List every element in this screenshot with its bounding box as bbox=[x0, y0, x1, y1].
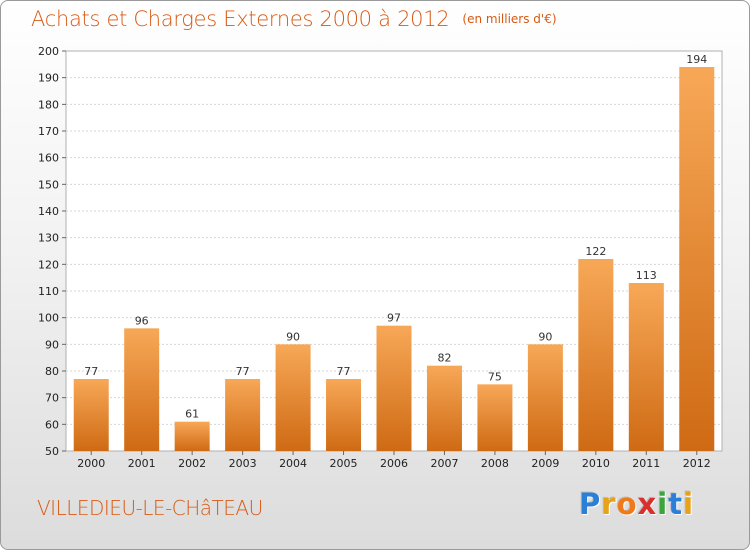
x-tick-label: 2009 bbox=[531, 457, 559, 470]
y-tick-label: 160 bbox=[38, 152, 59, 165]
x-tick-label: 2004 bbox=[279, 457, 307, 470]
logo-letter: i bbox=[683, 487, 695, 521]
x-tick-label: 2000 bbox=[77, 457, 105, 470]
bar-2011 bbox=[628, 283, 664, 451]
y-tick-label: 140 bbox=[38, 205, 59, 218]
town-name: VILLEDIEU-LE-CHâTEAU bbox=[37, 496, 263, 520]
y-axis: 50 60 70 80 90 100 110 120 130 140 150 160 170 180 190… bbox=[38, 45, 66, 458]
bar-2005 bbox=[326, 379, 362, 451]
x-tick-label: 2011 bbox=[632, 457, 660, 470]
bar-value-label: 77 bbox=[236, 365, 250, 378]
bar-2004 bbox=[275, 344, 311, 451]
y-tick-label: 80 bbox=[45, 365, 59, 378]
proxiti-logo: Proxiti bbox=[579, 487, 694, 521]
logo-letter: i bbox=[657, 487, 669, 521]
bar-value-label: 61 bbox=[185, 408, 199, 421]
logo-letter: x bbox=[637, 487, 658, 521]
bar-2008 bbox=[477, 384, 513, 451]
bar-value-label: 75 bbox=[488, 370, 502, 383]
bar-2007 bbox=[426, 365, 462, 451]
y-tick-label: 70 bbox=[45, 392, 59, 405]
bar-2001 bbox=[124, 328, 160, 451]
bar-2010 bbox=[578, 259, 614, 451]
y-tick-label: 110 bbox=[38, 285, 59, 298]
bar-2009 bbox=[527, 344, 563, 451]
title-row: Achats et Charges Externes 2000 à 2012 (… bbox=[31, 7, 557, 31]
bar-2006 bbox=[376, 325, 412, 451]
x-tick-label: 2006 bbox=[380, 457, 408, 470]
bar-2002 bbox=[174, 421, 210, 451]
bar-2012 bbox=[679, 67, 715, 451]
y-tick-label: 190 bbox=[38, 72, 59, 85]
y-tick-label: 100 bbox=[38, 312, 59, 325]
y-tick-label: 180 bbox=[38, 98, 59, 111]
bar-value-label: 90 bbox=[286, 330, 300, 343]
x-tick-label: 2005 bbox=[330, 457, 358, 470]
bar-value-label: 82 bbox=[437, 352, 451, 365]
x-tick-label: 2001 bbox=[128, 457, 156, 470]
bar-value-label: 113 bbox=[636, 269, 657, 282]
x-axis: 2000 2001 2002 2003 2004 2005 2006 2007 2008 2009… bbox=[77, 451, 711, 470]
y-tick-label: 150 bbox=[38, 178, 59, 191]
logo-letter: o bbox=[616, 487, 638, 521]
bar-value-label: 194 bbox=[686, 53, 707, 66]
x-tick-label: 2002 bbox=[178, 457, 206, 470]
bars: 77 96 61 77 90 77 97 82 75 90 122 113 194 bbox=[73, 53, 715, 451]
chart-subtitle: (en milliers d'€) bbox=[462, 12, 557, 26]
bar-value-label: 96 bbox=[135, 314, 149, 327]
y-tick-label: 170 bbox=[38, 125, 59, 138]
bar-value-label: 77 bbox=[84, 365, 98, 378]
chart-title: Achats et Charges Externes 2000 à 2012 bbox=[31, 7, 450, 31]
bar-value-label: 77 bbox=[337, 365, 351, 378]
y-tick-label: 120 bbox=[38, 258, 59, 271]
y-tick-label: 90 bbox=[45, 338, 59, 351]
logo-letter: r bbox=[601, 487, 617, 521]
bar-value-label: 90 bbox=[538, 330, 552, 343]
logo-letter: P bbox=[579, 487, 602, 521]
y-tick-label: 200 bbox=[38, 45, 59, 58]
x-tick-label: 2012 bbox=[683, 457, 711, 470]
bar-value-label: 122 bbox=[585, 245, 606, 258]
x-tick-label: 2007 bbox=[430, 457, 458, 470]
bar-2000 bbox=[73, 379, 109, 451]
y-tick-label: 50 bbox=[45, 445, 59, 458]
x-tick-label: 2008 bbox=[481, 457, 509, 470]
logo-letter: t bbox=[668, 487, 684, 521]
y-tick-label: 130 bbox=[38, 232, 59, 245]
bar-value-label: 97 bbox=[387, 312, 401, 325]
x-tick-label: 2010 bbox=[582, 457, 610, 470]
x-tick-label: 2003 bbox=[229, 457, 257, 470]
bar-2003 bbox=[225, 379, 261, 451]
y-tick-label: 60 bbox=[45, 418, 59, 431]
